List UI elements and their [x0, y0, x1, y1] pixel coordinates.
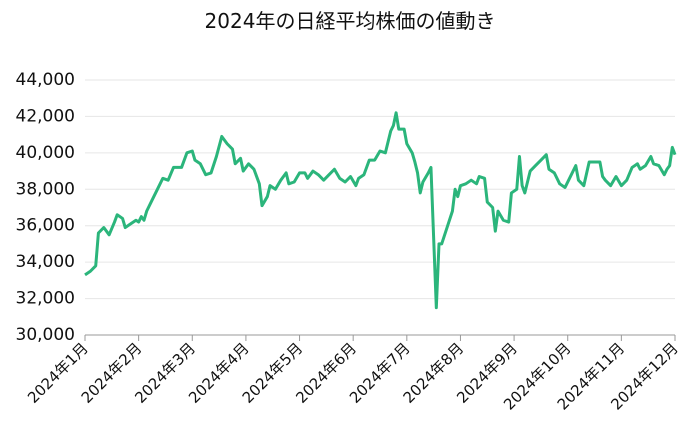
y-tick-label: 40,000	[16, 143, 75, 163]
y-tick-label: 42,000	[16, 106, 75, 126]
chart-title: 2024年の日経平均株価の値動き	[205, 9, 496, 33]
y-tick-label: 30,000	[16, 325, 75, 345]
y-tick-label: 38,000	[16, 179, 75, 199]
y-tick-label: 34,000	[16, 252, 75, 272]
y-tick-label: 36,000	[16, 216, 75, 236]
y-tick-label: 44,000	[16, 70, 75, 90]
line-series	[84, 111, 677, 310]
y-tick-label: 32,000	[16, 289, 75, 309]
